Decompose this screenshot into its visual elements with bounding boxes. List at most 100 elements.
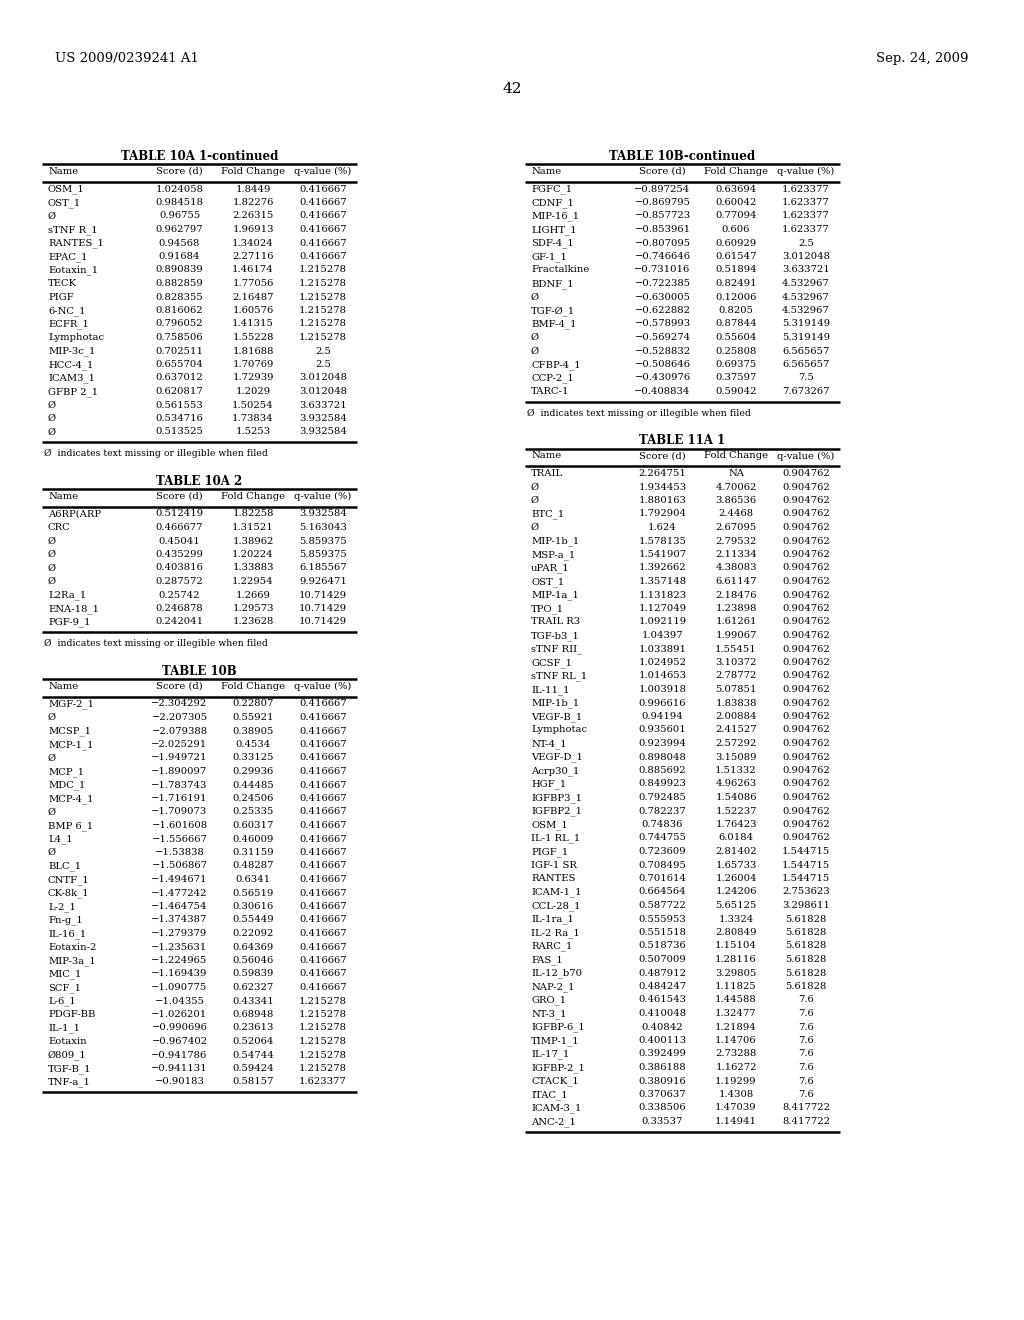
Text: 0.816062: 0.816062 <box>156 306 204 315</box>
Text: 0.62327: 0.62327 <box>232 983 273 993</box>
Text: BLC_1: BLC_1 <box>48 862 81 871</box>
Text: 0.904762: 0.904762 <box>782 752 829 762</box>
Text: q-value (%): q-value (%) <box>294 168 351 176</box>
Text: 4.70062: 4.70062 <box>716 483 757 491</box>
Text: 5.61828: 5.61828 <box>785 982 826 991</box>
Text: Eotaxin: Eotaxin <box>48 1038 87 1045</box>
Text: 0.904762: 0.904762 <box>782 536 829 545</box>
Text: 1.215278: 1.215278 <box>299 1064 347 1073</box>
Text: 1.623377: 1.623377 <box>782 224 829 234</box>
Text: 0.63694: 0.63694 <box>716 185 757 194</box>
Text: 1.127049: 1.127049 <box>638 605 686 612</box>
Text: Lymphotac: Lymphotac <box>531 726 587 734</box>
Text: 7.673267: 7.673267 <box>782 387 829 396</box>
Text: −0.622882: −0.622882 <box>635 306 690 315</box>
Text: TABLE 10B-continued: TABLE 10B-continued <box>609 150 756 162</box>
Text: 0.606: 0.606 <box>722 224 751 234</box>
Text: 5.319149: 5.319149 <box>782 319 830 329</box>
Text: Fold Change: Fold Change <box>221 168 285 176</box>
Text: 3.012048: 3.012048 <box>299 374 347 383</box>
Text: CCP-2_1: CCP-2_1 <box>531 374 573 383</box>
Text: −0.578993: −0.578993 <box>635 319 690 329</box>
Text: CNTF_1: CNTF_1 <box>48 875 90 884</box>
Text: q-value (%): q-value (%) <box>294 682 351 692</box>
Text: 1.72939: 1.72939 <box>232 374 273 383</box>
Text: −1.783743: −1.783743 <box>152 780 208 789</box>
Text: 5.61828: 5.61828 <box>785 954 826 964</box>
Text: −1.224965: −1.224965 <box>152 956 208 965</box>
Text: BMF-4_1: BMF-4_1 <box>531 319 577 329</box>
Text: 2.73288: 2.73288 <box>716 1049 757 1059</box>
Text: 0.22092: 0.22092 <box>232 929 273 939</box>
Text: 0.416667: 0.416667 <box>299 834 347 843</box>
Text: 0.58157: 0.58157 <box>232 1077 273 1086</box>
Text: 0.484247: 0.484247 <box>638 982 686 991</box>
Text: 1.131823: 1.131823 <box>638 590 686 599</box>
Text: 6.0184: 6.0184 <box>719 833 754 842</box>
Text: 1.544715: 1.544715 <box>782 874 830 883</box>
Text: 5.859375: 5.859375 <box>299 536 347 545</box>
Text: TECK: TECK <box>48 279 77 288</box>
Text: Fold Change: Fold Change <box>703 451 768 461</box>
Text: 7.6: 7.6 <box>798 1036 814 1045</box>
Text: −2.079388: −2.079388 <box>152 726 208 735</box>
Text: 0.466677: 0.466677 <box>156 523 203 532</box>
Text: Fold Change: Fold Change <box>221 682 285 690</box>
Text: Fn-g_1: Fn-g_1 <box>48 916 83 925</box>
Text: 6.185567: 6.185567 <box>299 564 347 573</box>
Text: 0.30616: 0.30616 <box>232 902 273 911</box>
Text: MCP-4_1: MCP-4_1 <box>48 795 93 804</box>
Text: GCSF_1: GCSF_1 <box>531 657 572 668</box>
Text: 0.962797: 0.962797 <box>156 224 204 234</box>
Text: 1.215278: 1.215278 <box>299 1010 347 1019</box>
Text: 1.215278: 1.215278 <box>299 1023 347 1032</box>
Text: 0.56519: 0.56519 <box>232 888 273 898</box>
Text: −0.528832: −0.528832 <box>635 346 690 355</box>
Text: 1.357148: 1.357148 <box>638 577 686 586</box>
Text: q-value (%): q-value (%) <box>294 492 351 502</box>
Text: 1.8449: 1.8449 <box>236 185 270 194</box>
Text: 1.003918: 1.003918 <box>639 685 686 694</box>
Text: Ø: Ø <box>48 808 56 817</box>
Text: 1.792904: 1.792904 <box>639 510 686 519</box>
Text: 0.59424: 0.59424 <box>232 1064 273 1073</box>
Text: −0.941786: −0.941786 <box>152 1051 208 1060</box>
Text: −1.53838: −1.53838 <box>155 847 205 857</box>
Text: CDNF_1: CDNF_1 <box>531 198 573 207</box>
Text: NA: NA <box>728 469 744 478</box>
Text: 2.57292: 2.57292 <box>716 739 757 748</box>
Text: 3.29805: 3.29805 <box>716 969 757 978</box>
Text: 0.904762: 0.904762 <box>782 577 829 586</box>
Text: 42: 42 <box>502 82 522 96</box>
Text: 0.54744: 0.54744 <box>232 1051 273 1060</box>
Text: q-value (%): q-value (%) <box>777 451 835 461</box>
Text: 0.555953: 0.555953 <box>639 915 686 924</box>
Text: Sep. 24, 2009: Sep. 24, 2009 <box>877 51 969 65</box>
Text: PIGF_1: PIGF_1 <box>531 847 568 857</box>
Text: 1.215278: 1.215278 <box>299 265 347 275</box>
Text: 0.55921: 0.55921 <box>232 713 273 722</box>
Text: 0.77094: 0.77094 <box>715 211 757 220</box>
Text: 2.67095: 2.67095 <box>716 523 757 532</box>
Text: NT-4_1: NT-4_1 <box>531 739 566 748</box>
Text: 7.6: 7.6 <box>798 1077 814 1085</box>
Text: 1.65733: 1.65733 <box>716 861 757 870</box>
Text: 6.565657: 6.565657 <box>782 346 829 355</box>
Text: −1.494671: −1.494671 <box>152 875 208 884</box>
Text: 0.44485: 0.44485 <box>232 780 273 789</box>
Text: 0.904762: 0.904762 <box>782 590 829 599</box>
Text: 0.904762: 0.904762 <box>782 469 829 478</box>
Text: Ø: Ø <box>531 496 539 506</box>
Text: 0.59839: 0.59839 <box>232 969 273 978</box>
Text: 0.416667: 0.416667 <box>299 916 347 924</box>
Text: 1.623377: 1.623377 <box>782 211 829 220</box>
Text: 1.880163: 1.880163 <box>639 496 686 506</box>
Text: 1.624: 1.624 <box>648 523 677 532</box>
Text: 0.24506: 0.24506 <box>232 795 273 803</box>
Text: 4.96263: 4.96263 <box>716 780 757 788</box>
Text: 0.904762: 0.904762 <box>782 510 829 519</box>
Text: IGFBP-2_1: IGFBP-2_1 <box>531 1063 585 1073</box>
Text: PGF-9_1: PGF-9_1 <box>48 618 90 627</box>
Text: 0.55449: 0.55449 <box>232 916 273 924</box>
Text: 1.21894: 1.21894 <box>715 1023 757 1031</box>
